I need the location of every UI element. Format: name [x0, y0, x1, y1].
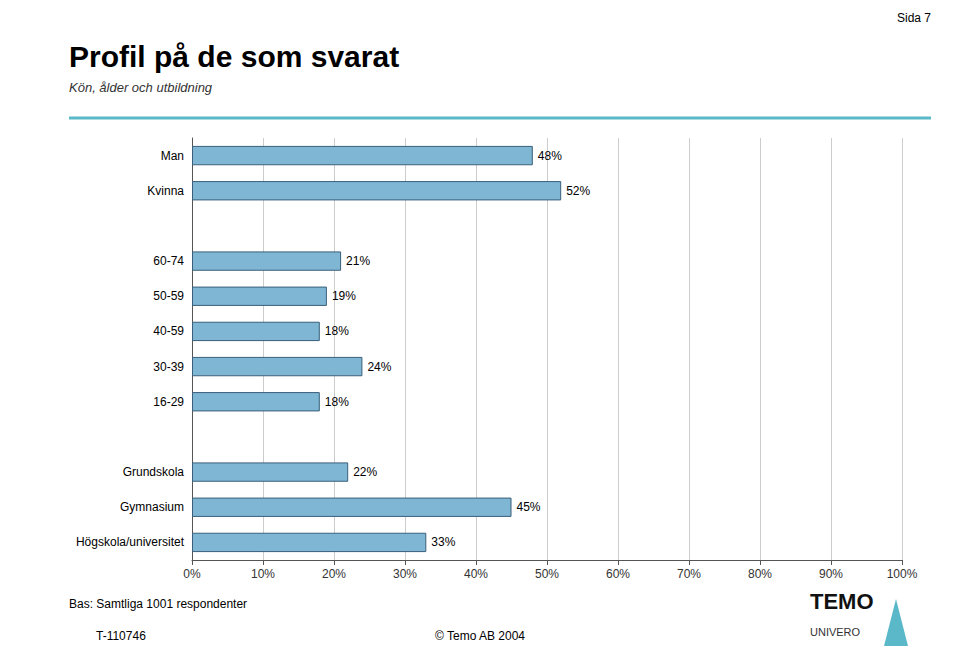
svg-text:18%: 18%	[325, 395, 349, 409]
svg-text:19%: 19%	[332, 289, 356, 303]
svg-text:Sida 7: Sida 7	[897, 11, 931, 25]
svg-text:90%: 90%	[819, 567, 843, 581]
svg-text:© Temo AB 2004: © Temo AB 2004	[435, 629, 525, 643]
svg-text:Kvinna: Kvinna	[147, 184, 184, 198]
svg-text:50-59: 50-59	[153, 289, 184, 303]
svg-text:30%: 30%	[393, 567, 417, 581]
svg-text:24%: 24%	[367, 360, 391, 374]
svg-text:60-74: 60-74	[153, 254, 184, 268]
svg-text:Grundskola: Grundskola	[123, 465, 185, 479]
svg-text:40%: 40%	[464, 567, 488, 581]
svg-text:Bas: Samtliga 1001 respondente: Bas: Samtliga 1001 respondenter	[69, 597, 247, 611]
svg-text:30-39: 30-39	[153, 360, 184, 374]
svg-text:10%: 10%	[251, 567, 275, 581]
svg-text:Gymnasium: Gymnasium	[120, 500, 184, 514]
svg-text:100%: 100%	[887, 567, 918, 581]
svg-text:33%: 33%	[431, 535, 455, 549]
svg-text:Man: Man	[161, 149, 184, 163]
svg-text:48%: 48%	[538, 149, 562, 163]
svg-text:0%: 0%	[183, 567, 201, 581]
svg-text:52%: 52%	[566, 184, 590, 198]
svg-text:60%: 60%	[606, 567, 630, 581]
svg-text:18%: 18%	[325, 324, 349, 338]
svg-text:50%: 50%	[535, 567, 559, 581]
svg-text:80%: 80%	[748, 567, 772, 581]
svg-text:TEMO: TEMO	[810, 589, 874, 614]
svg-text:21%: 21%	[346, 254, 370, 268]
svg-text:T-110746: T-110746	[96, 629, 146, 643]
svg-text:70%: 70%	[677, 567, 701, 581]
svg-text:22%: 22%	[353, 465, 377, 479]
svg-text:Kön, ålder och utbildning: Kön, ålder och utbildning	[69, 80, 213, 95]
svg-text:UNIVERO: UNIVERO	[810, 626, 861, 638]
svg-text:40-59: 40-59	[153, 324, 184, 338]
svg-text:Profil på de som svarat: Profil på de som svarat	[69, 40, 399, 73]
svg-text:Högskola/universitet: Högskola/universitet	[76, 535, 185, 549]
svg-text:16-29: 16-29	[153, 395, 184, 409]
svg-text:20%: 20%	[322, 567, 346, 581]
svg-text:45%: 45%	[517, 500, 541, 514]
